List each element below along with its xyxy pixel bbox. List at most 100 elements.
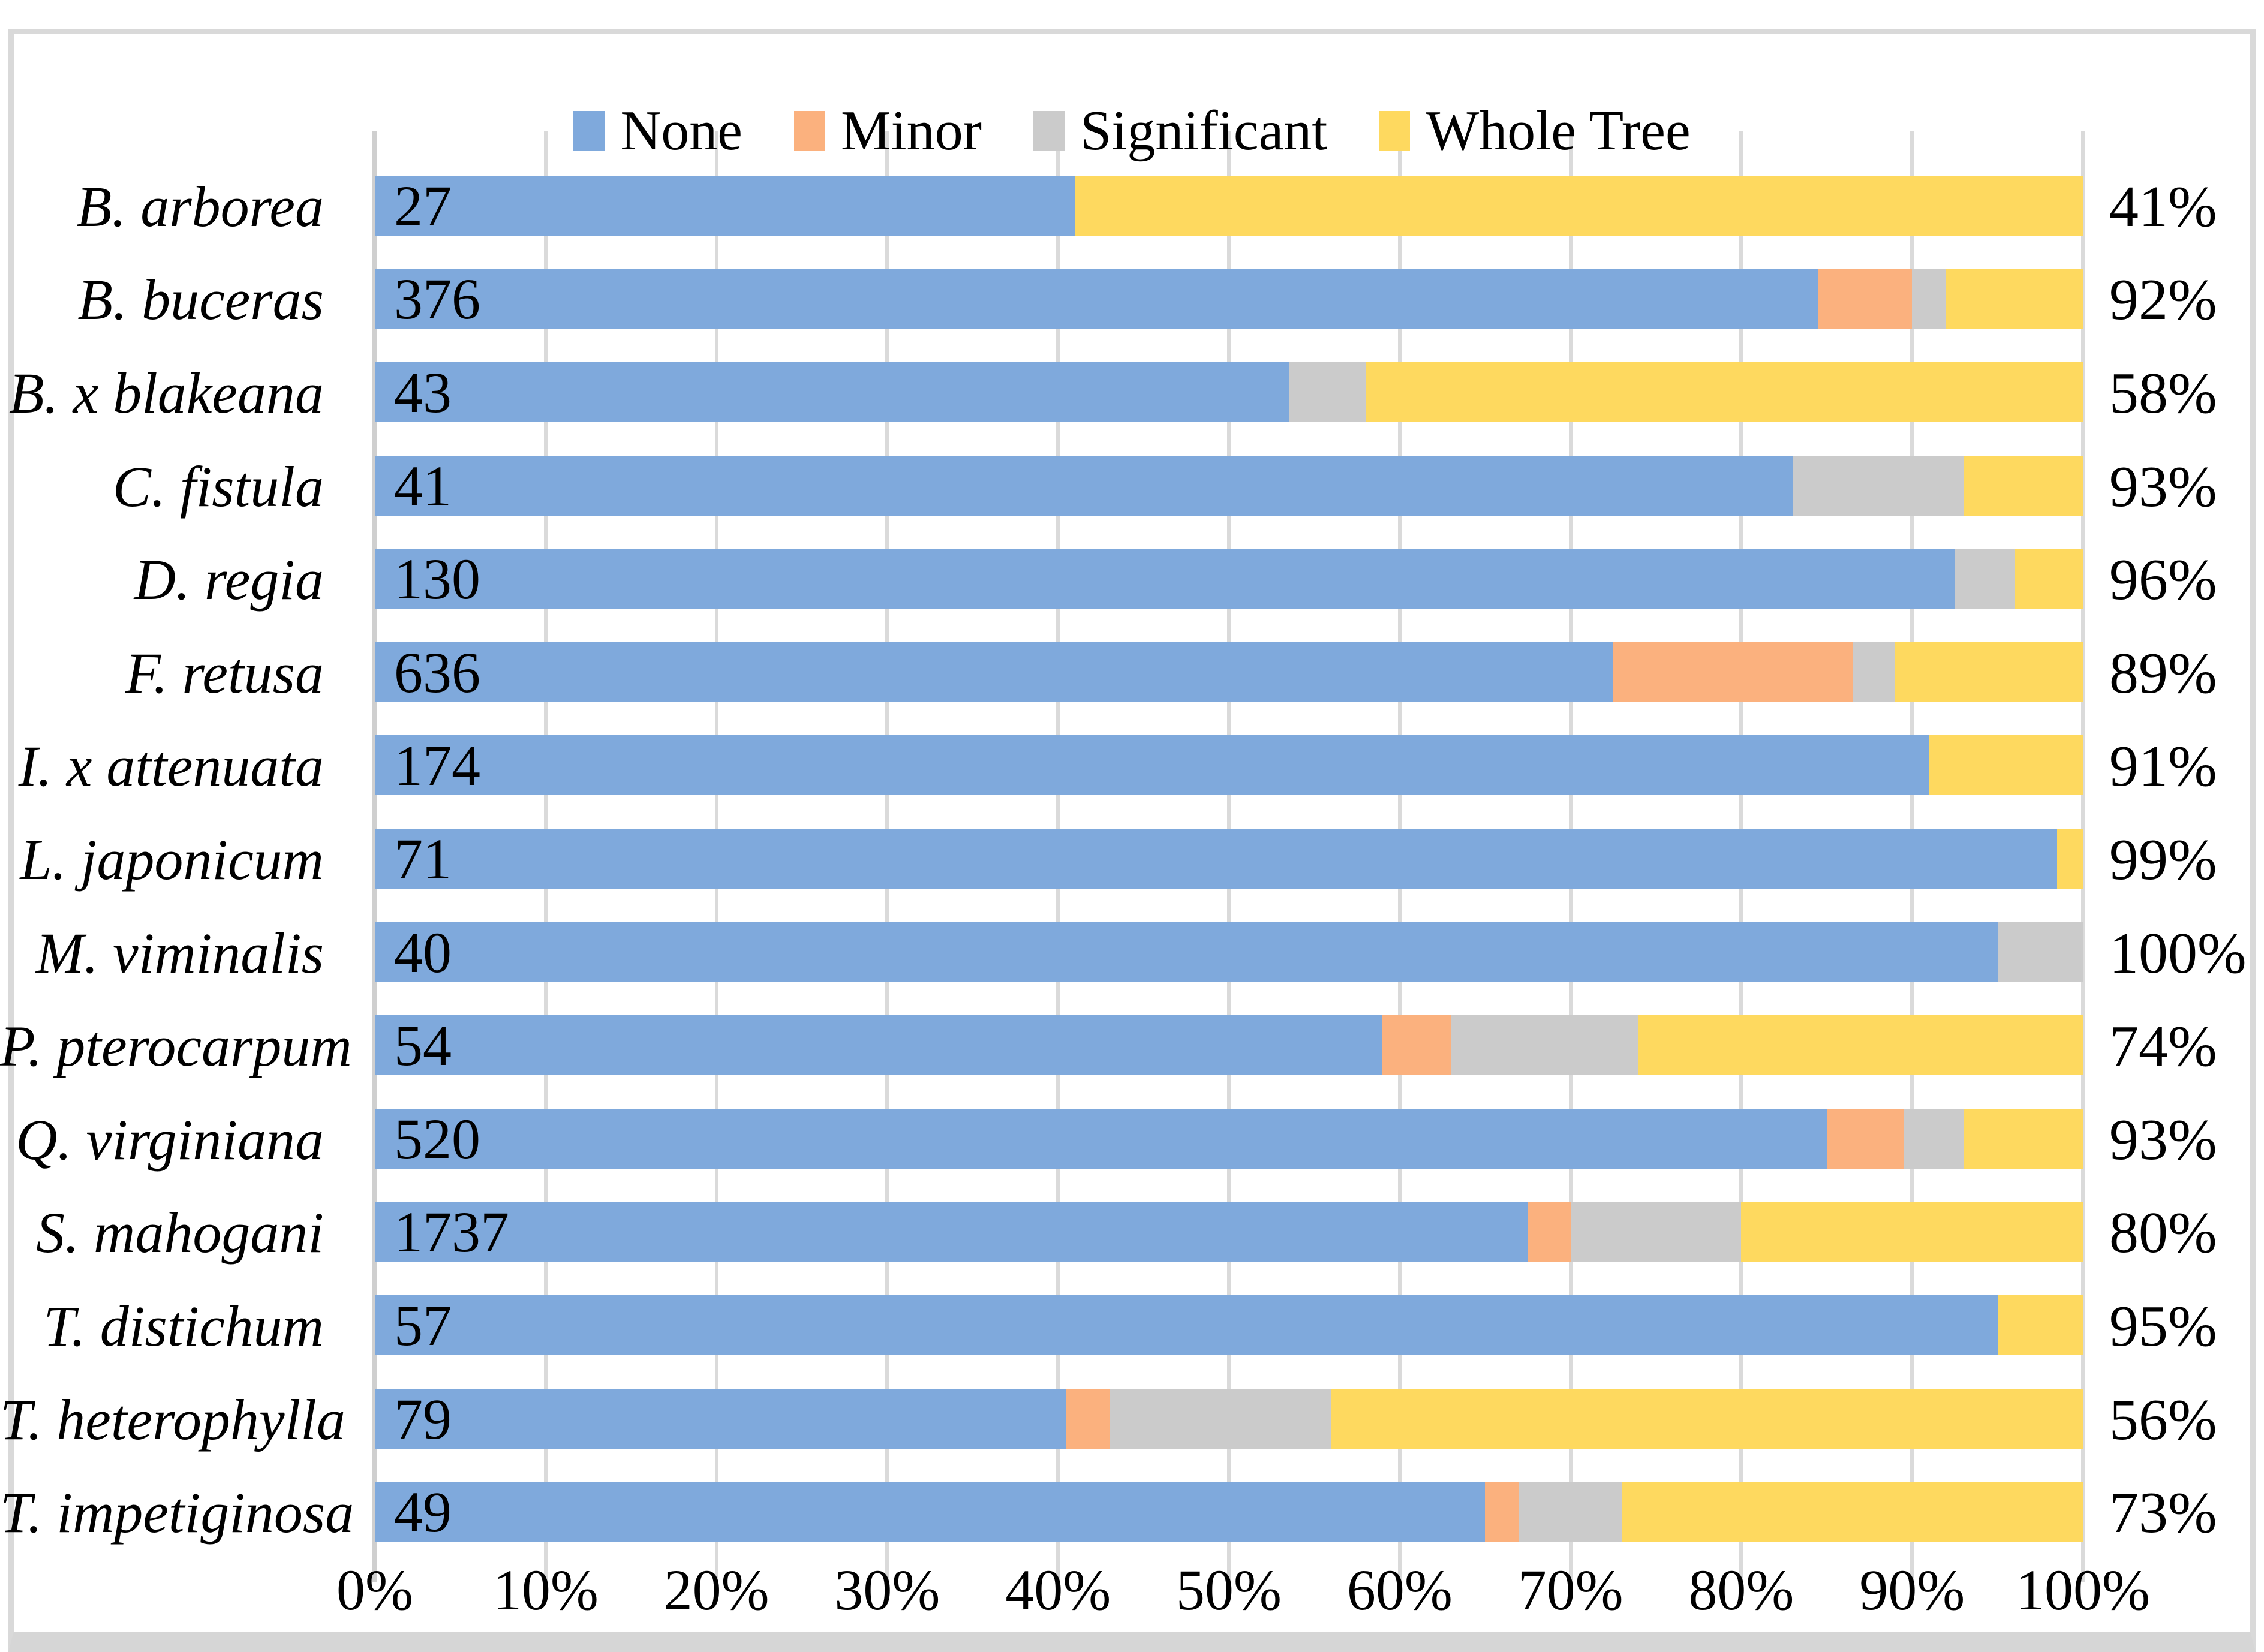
- legend-item-significant: Significant: [1033, 101, 1327, 161]
- segment-whole-tree: [1946, 269, 2083, 329]
- segment-none: [375, 549, 1955, 609]
- bar-count-label: 43: [394, 360, 452, 425]
- segment-none: [375, 1108, 1827, 1169]
- segment-minor: [1826, 1108, 1904, 1169]
- segment-significant: [1852, 642, 1895, 702]
- bar-count-label: 57: [394, 1293, 452, 1358]
- bar-count-label: 79: [394, 1386, 452, 1451]
- segment-whole-tree: [1365, 362, 2083, 422]
- segment-significant: [1912, 269, 1947, 329]
- bar-percent-label: 89%: [2109, 640, 2217, 706]
- legend-item-whole-tree: Whole Tree: [1379, 100, 1691, 162]
- segment-significant: [1903, 1108, 1964, 1169]
- segment-whole-tree: [1963, 1108, 2083, 1169]
- segment-none: [375, 455, 1793, 516]
- bar-count-label: 376: [394, 267, 480, 332]
- bar-percent-label: 74%: [2109, 1014, 2217, 1079]
- species-label: L. japonicum: [20, 827, 324, 892]
- bar-row: 130 96%: [375, 549, 2217, 611]
- species-label: F. retusa: [125, 640, 324, 705]
- x-tick-label: 80%: [1688, 1558, 1794, 1622]
- bar-count-label: 174: [394, 733, 480, 798]
- stacked-bar: [375, 549, 2083, 609]
- bar-count-label: 49: [394, 1480, 452, 1545]
- legend: None Minor Significant Whole Tree: [0, 101, 2264, 161]
- segment-whole-tree: [1075, 175, 2083, 236]
- segment-none: [375, 1295, 1998, 1355]
- stacked-bar: [375, 1202, 2083, 1262]
- gridline: [2081, 131, 2085, 1582]
- x-tick-label: 10%: [492, 1558, 599, 1622]
- stacked-bar: [375, 922, 2083, 982]
- segment-significant: [1570, 1202, 1742, 1262]
- legend-label: Minor: [840, 100, 982, 162]
- segment-none: [375, 1015, 1383, 1076]
- species-label: B. x blakeana: [8, 361, 324, 425]
- segment-none: [375, 829, 2058, 889]
- y-axis-labels: B. arborea B. buceras B. x blakeana C. fist…: [0, 159, 354, 1558]
- segment-whole-tree: [2057, 829, 2083, 889]
- species-label: T. heterophylla: [0, 1387, 345, 1452]
- bar-percent-label: 95%: [2109, 1294, 2217, 1359]
- species-label: T. distichum: [43, 1294, 324, 1358]
- segment-significant: [1451, 1015, 1639, 1076]
- bar-row: 636 89%: [375, 642, 2217, 705]
- species-label: M. viminalis: [36, 920, 324, 985]
- segment-minor: [1382, 1015, 1451, 1076]
- bar-percent-label: 56%: [2109, 1387, 2217, 1452]
- segment-whole-tree: [1963, 455, 2083, 516]
- x-tick-label: 40%: [1005, 1558, 1111, 1622]
- segment-minor: [1066, 1388, 1110, 1449]
- segment-minor: [1613, 642, 1853, 702]
- x-tick-label: 60%: [1346, 1558, 1453, 1622]
- x-tick-label: 90%: [1859, 1558, 1965, 1622]
- legend-item-minor: Minor: [793, 100, 982, 162]
- bar-row: 40 100%: [375, 920, 2247, 985]
- segment-significant: [1519, 1482, 1622, 1542]
- x-tick-label: 30%: [834, 1558, 940, 1622]
- x-tick-label: 20%: [663, 1558, 769, 1622]
- segment-significant: [1997, 922, 2083, 982]
- legend-label: Whole Tree: [1426, 100, 1691, 162]
- segment-none: [375, 642, 1613, 702]
- segment-significant: [1955, 549, 2015, 609]
- species-label: P. pterocarpum: [0, 1014, 352, 1079]
- bar-count-label: 520: [394, 1106, 480, 1171]
- bar-row: 41 93%: [375, 455, 2217, 518]
- stacked-bar: [375, 829, 2083, 889]
- segment-whole-tree: [1331, 1388, 2083, 1449]
- segment-whole-tree: [2015, 549, 2083, 609]
- legend-item-none: None: [573, 101, 742, 161]
- bar-percent-label: 100%: [2109, 920, 2247, 986]
- legend-swatch-significant: [1033, 111, 1065, 151]
- bar-count-label: 27: [394, 173, 452, 238]
- bar-percent-label: 58%: [2109, 361, 2217, 426]
- segment-whole-tree: [1622, 1482, 2083, 1542]
- bar-count-label: 71: [394, 827, 452, 891]
- stacked-bar: [375, 642, 2083, 702]
- segment-none: [375, 922, 1998, 982]
- bar-row: 54 74%: [375, 1013, 2217, 1078]
- bar-row: 174 91%: [375, 733, 2217, 798]
- segment-none: [375, 362, 1289, 422]
- bar-percent-label: 73%: [2109, 1481, 2217, 1546]
- species-label: D. regia: [134, 547, 324, 612]
- species-label: B. arborea: [76, 174, 324, 239]
- stacked-bar: [375, 735, 2083, 796]
- x-tick-label: 50%: [1176, 1558, 1282, 1622]
- bar-count-label: 54: [394, 1013, 452, 1078]
- bar-percent-label: 93%: [2109, 454, 2217, 519]
- legend-label: None: [620, 100, 742, 162]
- segment-whole-tree: [1741, 1202, 2083, 1262]
- bar-count-label: 40: [394, 920, 452, 985]
- species-label: S. mahogani: [36, 1200, 324, 1265]
- segment-significant: [1288, 362, 1366, 422]
- bar-percent-label: 91%: [2109, 734, 2217, 799]
- bar-row: 57 95%: [375, 1293, 2217, 1358]
- segment-whole-tree: [1895, 642, 2083, 702]
- bar-row: 79 56%: [375, 1386, 2217, 1451]
- x-tick-label: 70%: [1517, 1558, 1623, 1622]
- bar-row: 43 58%: [375, 360, 2217, 425]
- segment-whole-tree: [1638, 1015, 2083, 1076]
